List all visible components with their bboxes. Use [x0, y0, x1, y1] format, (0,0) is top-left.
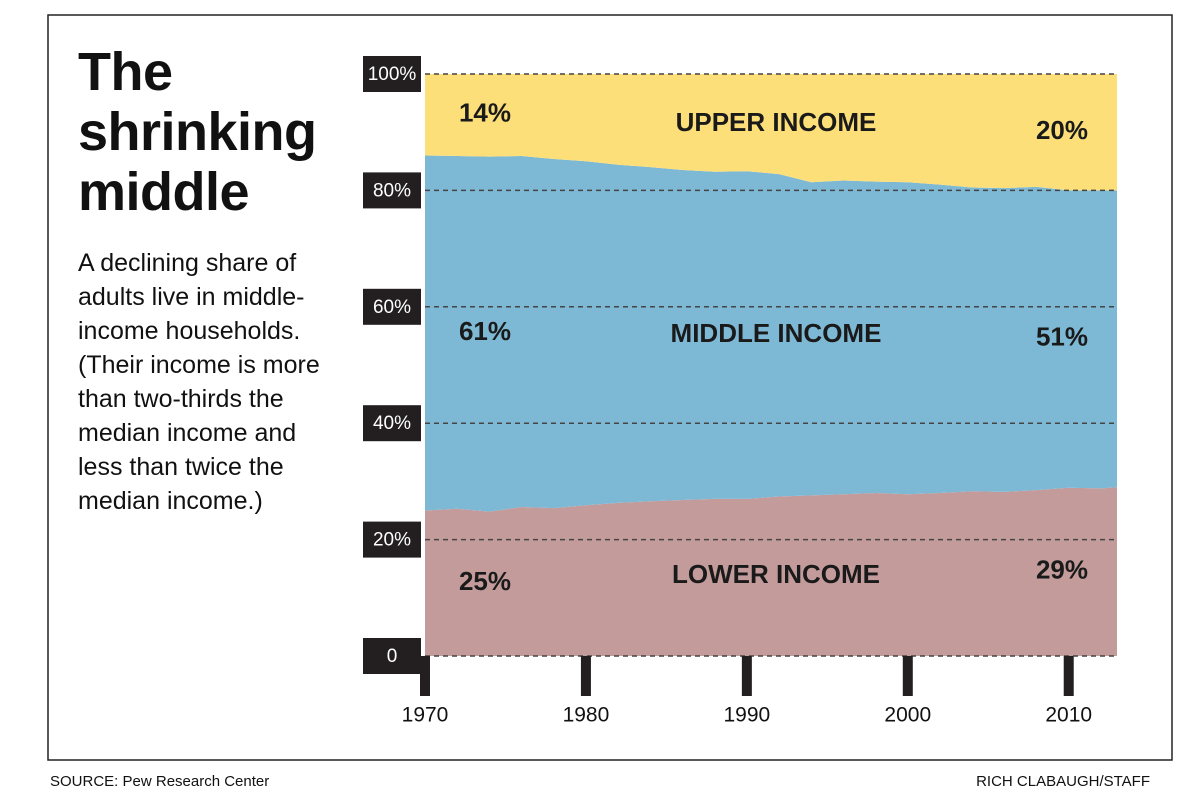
x-tick-mark — [902, 656, 913, 696]
chart-title: The shrinking middle — [78, 42, 317, 222]
y-tick-label: 0 — [387, 646, 398, 667]
y-tick-label: 20% — [373, 530, 411, 551]
y-tick-label: 40% — [373, 413, 411, 434]
credit: RICH CLABAUGH/STAFF — [976, 773, 1150, 790]
y-tick-box — [363, 638, 421, 674]
plot: 0 20% 40% 60% 80% 100% 1970 1980 1990 2000 2010 LOW… — [363, 56, 1117, 727]
x-tick-label: 2000 — [884, 704, 931, 727]
y-tick-box — [363, 288, 421, 325]
area-label: MIDDLE INCOME — [671, 318, 882, 348]
area-label: UPPER INCOME — [676, 107, 877, 137]
area — [425, 74, 1117, 191]
x-tick-label: 1970 — [402, 704, 449, 727]
chart-subtitle: A declining share of adults live in midd… — [78, 249, 320, 515]
x-tick-mark — [1063, 656, 1074, 696]
value-label: 29% — [1036, 554, 1088, 584]
y-tick-box — [363, 521, 421, 558]
x-tick-label: 1990 — [724, 704, 771, 727]
value-label: 14% — [459, 98, 511, 128]
y-tick-box — [363, 405, 421, 442]
y-tick-box — [363, 172, 421, 209]
x-tick-label: 1980 — [563, 704, 610, 727]
area — [425, 487, 1117, 656]
x-tick-mark — [741, 656, 752, 696]
source: SOURCE: Pew Research Center — [50, 773, 270, 790]
x-tick-label: 2010 — [1045, 704, 1092, 727]
x-tick-mark — [580, 656, 591, 696]
value-label: 25% — [459, 566, 511, 596]
y-tick-box — [363, 56, 421, 92]
y-tick-label: 80% — [373, 180, 411, 201]
value-label: 20% — [1036, 115, 1088, 145]
frame — [47, 14, 1173, 761]
value-label: 51% — [1036, 322, 1088, 352]
value-label: 61% — [459, 316, 511, 346]
y-tick-label: 100% — [368, 64, 417, 85]
area-label: LOWER INCOME — [672, 559, 880, 589]
y-tick-label: 60% — [373, 297, 411, 318]
x-tick-mark — [420, 656, 430, 696]
